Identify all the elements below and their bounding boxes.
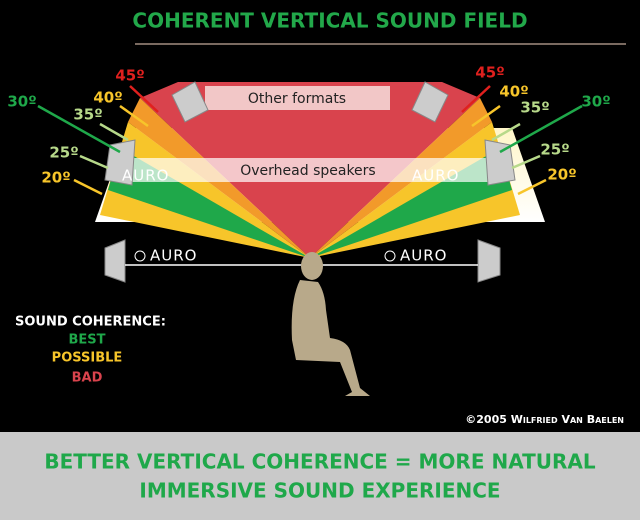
angle-label: 35º [73, 106, 102, 124]
legend-item: POSSIBLE [52, 351, 123, 366]
angle-label: 20º [41, 169, 70, 187]
angle-label: 25º [49, 144, 78, 162]
legend-title: SOUND COHERENCE: [15, 315, 166, 330]
band-middle [130, 158, 490, 182]
listener [291, 252, 370, 396]
angle-label: 45º [475, 64, 504, 82]
title: COHERENT VERTICAL SOUND FIELD [132, 9, 527, 33]
angle-label: 25º [540, 141, 569, 159]
auro-logo: AURO [150, 247, 197, 265]
angle-label: 35º [520, 99, 549, 117]
angle-label: 30º [581, 93, 610, 111]
angle-label: 40º [499, 83, 528, 101]
angle-lines [37, 85, 583, 196]
auro-icon [134, 250, 146, 262]
speaker [477, 239, 501, 283]
auro-logo: AURO [400, 247, 447, 265]
auro-icon [384, 250, 396, 262]
legend-item: BEST [68, 333, 105, 348]
angle-label: 20º [547, 166, 576, 184]
legend-item: BAD [72, 371, 103, 386]
footer-line: BETTER VERTICAL COHERENCE = MORE NATURAL [44, 450, 596, 474]
auro-logo: AURO [122, 167, 169, 185]
speaker [171, 81, 209, 123]
band-middle-label: Overhead speakers [240, 163, 375, 179]
angle-label: 45º [115, 67, 144, 85]
credit: ©2005 Wilfried Van Baelen [465, 413, 624, 426]
speaker [104, 239, 126, 283]
auro-logo: AURO [412, 167, 459, 185]
footer-line: IMMERSIVE SOUND EXPERIENCE [139, 479, 500, 503]
footer [0, 432, 640, 520]
speaker [411, 81, 449, 123]
yellow-wedge [310, 122, 520, 258]
yellow-wedge [100, 122, 310, 258]
angle-label: 40º [93, 89, 122, 107]
angle-label: 30º [7, 93, 36, 111]
band-top [205, 86, 390, 110]
band-top-label: Other formats [248, 91, 346, 107]
